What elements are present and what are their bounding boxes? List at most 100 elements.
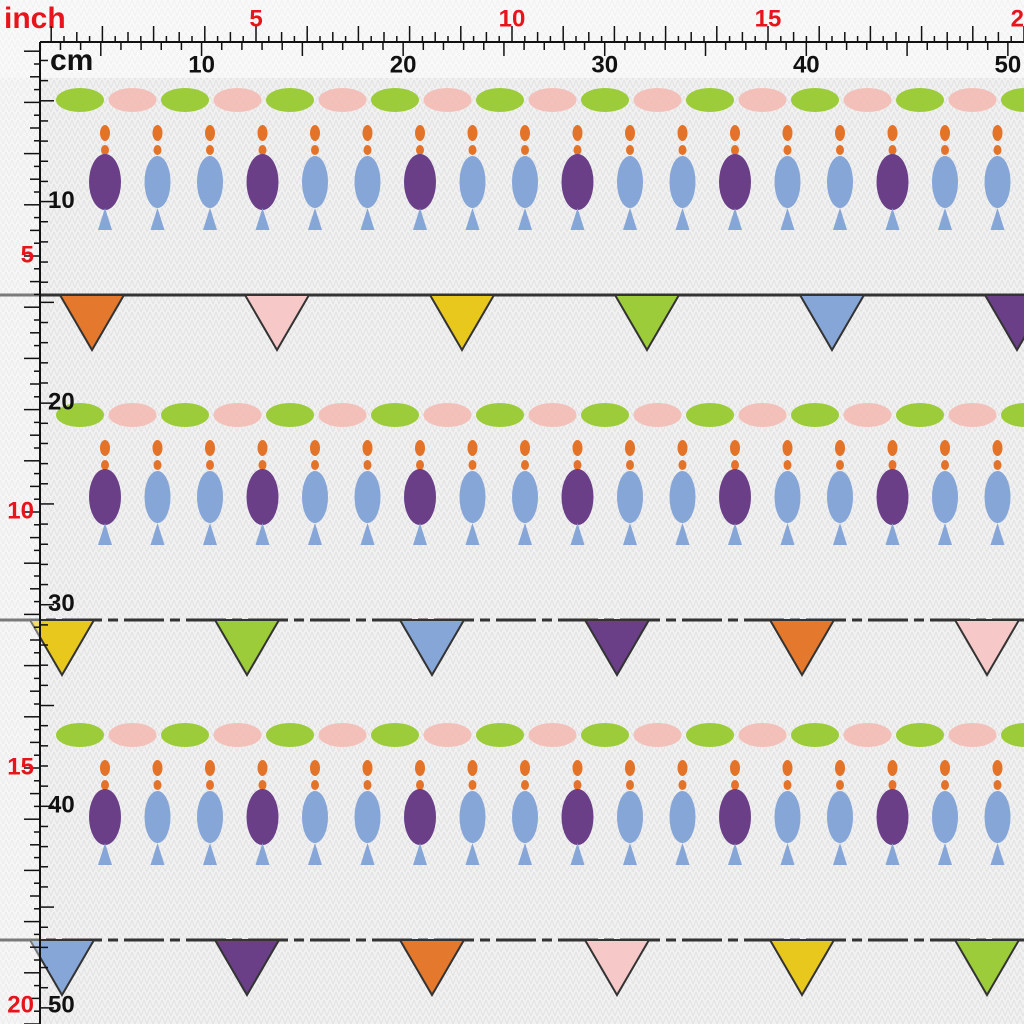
bead (467, 440, 478, 456)
tassel (623, 208, 637, 230)
tassel (465, 843, 480, 865)
tassel (990, 208, 1005, 230)
drop (719, 789, 751, 845)
bead (100, 440, 110, 456)
bead (205, 760, 215, 776)
garland-leaf (266, 403, 314, 427)
bead (416, 145, 424, 155)
tassel (675, 208, 690, 230)
drop (144, 156, 171, 208)
print-motifs (0, 88, 1024, 997)
pennant (953, 619, 1021, 677)
garland-leaf (581, 723, 629, 747)
bead (835, 125, 845, 141)
drop (774, 471, 801, 523)
drop (302, 156, 328, 208)
tassel (98, 843, 112, 865)
drop (932, 156, 958, 208)
drop (512, 791, 538, 843)
bead (101, 145, 109, 155)
garland-leaf (948, 88, 997, 112)
cm-label: 50 (48, 991, 75, 1018)
bead (153, 145, 162, 155)
garland-leaf (318, 88, 367, 112)
bead (152, 760, 163, 776)
bead (730, 440, 740, 456)
pennant (398, 939, 466, 997)
bead (520, 440, 530, 456)
tassel (203, 208, 217, 230)
bead (888, 460, 897, 470)
bead (206, 780, 214, 790)
garland-leaf (371, 403, 419, 427)
drop (561, 154, 594, 210)
tassel (150, 523, 165, 545)
cm-label: 10 (48, 187, 75, 214)
garland-leaf (791, 723, 839, 747)
drop (144, 791, 171, 843)
tassel (885, 208, 900, 230)
tassel (938, 523, 952, 545)
drop (197, 156, 223, 208)
drop (354, 156, 381, 208)
inch-label: 5 (249, 5, 262, 32)
drop (144, 471, 171, 523)
bead (730, 760, 740, 776)
bead (311, 460, 319, 470)
tassel (465, 523, 480, 545)
drop (932, 791, 958, 843)
bead (626, 460, 634, 470)
pennant (583, 619, 651, 677)
cm-label: 30 (591, 51, 618, 78)
left-ruler-band (0, 78, 40, 1024)
bead (467, 125, 478, 141)
bead (783, 145, 792, 155)
garland-leaf (213, 403, 262, 427)
bead (521, 145, 529, 155)
drop (404, 789, 436, 845)
drop (984, 791, 1011, 843)
pennant (583, 939, 651, 997)
bead (992, 125, 1003, 141)
garland-leaf (738, 403, 787, 427)
tassel (518, 208, 532, 230)
tassel (780, 523, 795, 545)
drop (984, 156, 1011, 208)
pennant (243, 294, 311, 352)
bead (782, 760, 793, 776)
garland-leaf (843, 723, 892, 747)
drop (302, 791, 328, 843)
drop (876, 154, 909, 210)
tassel (360, 523, 375, 545)
drop (932, 471, 958, 523)
bead (415, 440, 425, 456)
bead (941, 460, 949, 470)
bead (362, 125, 373, 141)
bead (783, 780, 792, 790)
bead (887, 440, 898, 456)
bead (940, 760, 950, 776)
bead (782, 125, 793, 141)
rulers: inch cm 5 10 15 20 10 20 30 40 50 5 10 15 20 10 20 30 40… (4, 2, 1024, 1024)
bead (941, 780, 949, 790)
pennant (798, 294, 866, 352)
drop (561, 469, 594, 525)
cm-unit-label: cm (50, 44, 93, 77)
bead (888, 145, 897, 155)
garland-leaf (423, 88, 472, 112)
tassel (308, 523, 322, 545)
drop (246, 469, 279, 525)
drop (617, 471, 643, 523)
garland-leaf (896, 88, 944, 112)
bead (363, 145, 372, 155)
tassel (675, 523, 690, 545)
tassel (308, 843, 322, 865)
bead (311, 145, 319, 155)
bead (205, 440, 215, 456)
cm-label: 20 (390, 51, 417, 78)
bead (625, 440, 635, 456)
garland-leaf (738, 723, 787, 747)
bead (257, 125, 268, 141)
bead (468, 780, 477, 790)
